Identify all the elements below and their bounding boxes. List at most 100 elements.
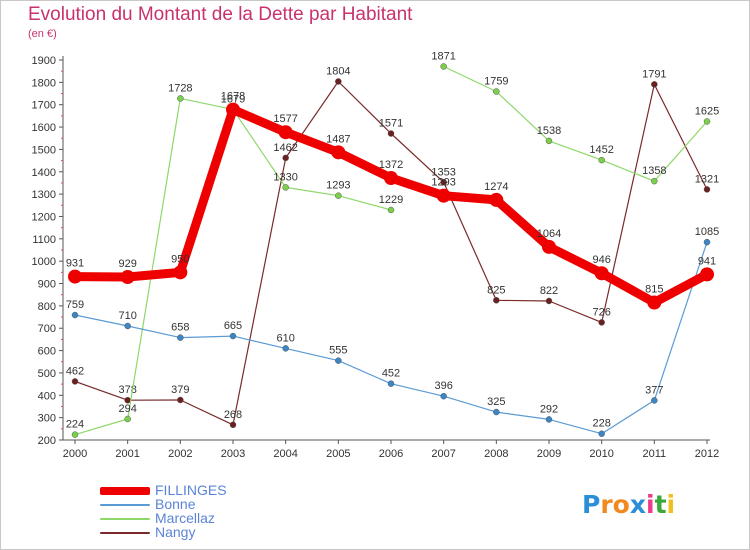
data-point-bonne xyxy=(703,238,711,246)
logo-letter: i xyxy=(646,490,655,519)
data-point-fillinges xyxy=(647,295,662,310)
y-tick-label: 200 xyxy=(38,435,56,447)
data-point-bonne xyxy=(177,334,184,341)
x-tick-label: 2011 xyxy=(643,448,667,460)
x-tick-label: 2003 xyxy=(221,448,245,460)
data-label-fillinges: 1274 xyxy=(484,181,508,193)
x-tick-label: 2010 xyxy=(589,448,613,460)
data-point-fillinges xyxy=(436,188,451,203)
data-label-nangy: 726 xyxy=(592,306,610,318)
data-label-fillinges: 1487 xyxy=(326,133,350,145)
data-point-bonne xyxy=(387,380,395,387)
data-label-nangy: 1791 xyxy=(642,68,666,80)
y-tick-label: 800 xyxy=(38,301,56,313)
data-point-bonne xyxy=(440,392,447,400)
data-point-marcellaz xyxy=(545,137,553,145)
y-tick-label: 1300 xyxy=(32,189,56,201)
data-point-bonne xyxy=(335,357,342,364)
data-label-bonne: 658 xyxy=(171,322,189,334)
chart-legend: FILLINGES Bonne Marcellaz Nangy xyxy=(100,482,320,540)
data-label-fillinges: 941 xyxy=(698,255,716,267)
legend-label-nangy: Nangy xyxy=(155,524,196,540)
logo-letter: P xyxy=(582,490,601,519)
x-tick-label: 2000 xyxy=(63,448,87,460)
legend-item-marcellaz: Marcellaz xyxy=(100,510,320,526)
data-point-nangy xyxy=(598,319,605,326)
x-tick-label: 2001 xyxy=(115,448,139,460)
data-point-fillinges xyxy=(594,266,609,281)
data-label-bonne: 1085 xyxy=(695,226,719,238)
logo-letter: o xyxy=(612,490,630,519)
chart-subtitle: (en €) xyxy=(28,28,57,40)
y-tick-label: 1400 xyxy=(32,167,56,179)
data-point-fillinges xyxy=(226,102,240,117)
data-label-fillinges: 1678 xyxy=(221,91,245,103)
data-point-fillinges xyxy=(173,265,188,280)
x-tick-label: 2005 xyxy=(326,448,350,460)
data-point-nangy xyxy=(651,81,658,88)
data-label-fillinges: 929 xyxy=(118,258,136,270)
legend-label-marcellaz: Marcellaz xyxy=(155,510,215,526)
y-tick-label: 1900 xyxy=(32,55,56,67)
y-tick-label: 1500 xyxy=(32,144,56,156)
data-point-bonne xyxy=(71,311,79,319)
data-point-marcellaz xyxy=(282,184,289,191)
data-point-nangy xyxy=(335,78,342,85)
legend-swatch-nangy xyxy=(100,532,150,534)
legend-label-fillinges: FILLINGES xyxy=(155,482,227,498)
data-label-nangy: 462 xyxy=(66,365,84,377)
data-label-marcellaz: 1538 xyxy=(537,125,561,137)
data-label-bonne: 396 xyxy=(434,380,452,392)
data-label-fillinges: 1372 xyxy=(379,159,403,171)
y-tick-label: 1000 xyxy=(32,256,56,268)
data-point-marcellaz xyxy=(124,415,131,423)
data-label-bonne: 555 xyxy=(329,345,347,357)
data-point-bonne xyxy=(545,416,553,423)
data-point-nangy xyxy=(229,421,237,429)
data-point-nangy xyxy=(493,297,500,304)
data-label-bonne: 325 xyxy=(487,396,505,408)
data-label-marcellaz: 1679 xyxy=(221,93,245,105)
data-point-marcellaz xyxy=(440,63,447,70)
data-label-bonne: 759 xyxy=(66,299,84,311)
data-point-nangy xyxy=(387,130,395,137)
data-label-nangy: 1804 xyxy=(326,65,350,77)
data-label-nangy: 825 xyxy=(487,284,505,296)
data-label-fillinges: 1577 xyxy=(273,113,297,125)
y-tick-label: 1100 xyxy=(32,234,56,246)
x-tick-label: 2009 xyxy=(537,448,561,460)
y-tick-label: 1600 xyxy=(32,122,56,134)
data-point-marcellaz xyxy=(177,95,184,102)
data-label-fillinges: 946 xyxy=(592,254,610,266)
data-label-fillinges: 1293 xyxy=(431,177,455,189)
data-point-bonne xyxy=(282,345,289,352)
y-tick-label: 1700 xyxy=(32,100,56,112)
x-tick-label: 2007 xyxy=(431,448,455,460)
data-point-nangy xyxy=(177,396,184,404)
data-label-marcellaz: 1728 xyxy=(168,82,192,94)
logo-letter: x xyxy=(629,490,646,519)
data-point-fillinges xyxy=(489,192,504,207)
data-point-bonne xyxy=(229,332,237,340)
x-tick-label: 2008 xyxy=(484,448,508,460)
y-tick-label: 1800 xyxy=(32,77,56,89)
chart-title: Evolution du Montant de la Dette par Hab… xyxy=(28,4,413,25)
data-label-bonne: 610 xyxy=(276,332,294,344)
data-label-nangy: 1571 xyxy=(379,118,403,130)
y-tick-label: 1200 xyxy=(32,211,56,223)
data-point-nangy xyxy=(71,378,79,385)
data-point-fillinges xyxy=(700,267,714,282)
legend-label-bonne: Bonne xyxy=(155,496,196,512)
data-point-marcellaz xyxy=(651,177,658,185)
data-label-marcellaz: 1759 xyxy=(484,76,508,88)
data-label-fillinges: 1064 xyxy=(537,228,561,240)
legend-swatch-bonne xyxy=(100,504,150,506)
data-point-bonne xyxy=(651,397,658,404)
y-tick-label: 500 xyxy=(38,368,56,380)
data-label-fillinges: 931 xyxy=(66,258,84,270)
x-tick-label: 2004 xyxy=(273,448,297,460)
data-point-nangy xyxy=(703,186,711,193)
data-label-bonne: 377 xyxy=(645,384,663,396)
data-label-marcellaz: 1452 xyxy=(589,144,613,156)
